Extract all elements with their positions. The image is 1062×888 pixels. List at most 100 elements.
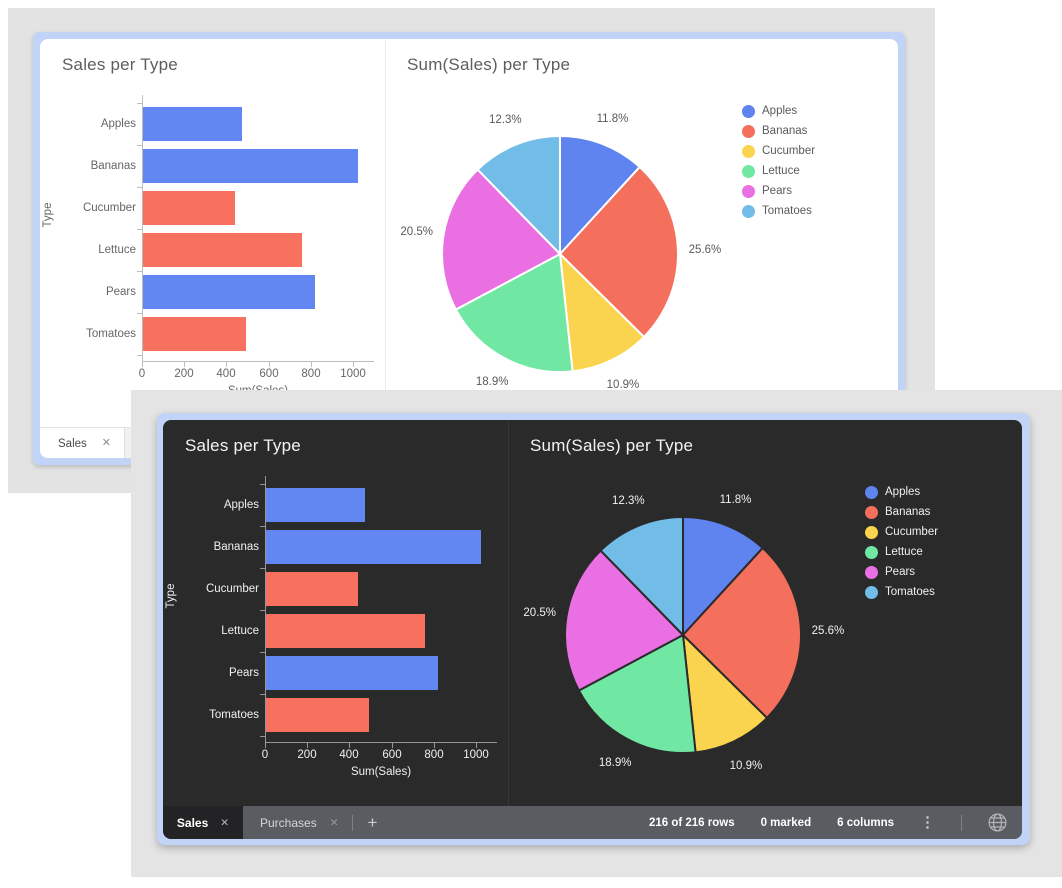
close-icon[interactable]: ✕ xyxy=(329,816,339,829)
legend-item-cucumber[interactable]: Cucumber xyxy=(742,141,815,161)
more-options-icon[interactable]: ⋮ xyxy=(920,814,935,831)
bar-chart-plot: 0 200 400 600 800 1000 xyxy=(137,95,374,380)
x-tick-label: 200 xyxy=(297,749,317,761)
legend-item-pears[interactable]: Pears xyxy=(742,181,815,201)
pie-legend: Apples Bananas Cucumber Lettuce Pears Tomatoe… xyxy=(865,482,938,602)
pie-slice-bananas[interactable] xyxy=(681,546,802,720)
bar-lettuce[interactable] xyxy=(143,233,302,267)
status-bar: Sales ✕ Purchases ✕ + 216 of 216 rows 0 … xyxy=(163,806,1022,839)
pie-slice-tomatoes[interactable] xyxy=(476,134,561,257)
pie-slice-cucumber[interactable] xyxy=(558,251,646,373)
pie-slice-pears[interactable] xyxy=(441,168,562,311)
legend-item-bananas[interactable]: Bananas xyxy=(742,121,815,141)
tab-purchases[interactable]: Purchases ✕ xyxy=(243,816,352,830)
x-tick xyxy=(392,743,393,748)
close-icon[interactable]: ✕ xyxy=(101,437,111,449)
legend-swatch xyxy=(742,124,755,138)
bar-bananas[interactable] xyxy=(143,149,358,183)
x-tick xyxy=(269,362,270,367)
pie-slice-apples[interactable] xyxy=(559,134,642,257)
bar-apples[interactable] xyxy=(143,107,242,141)
x-tick-label: 200 xyxy=(174,368,194,380)
category-label: Apples xyxy=(223,499,259,511)
x-axis-title: Sum(Sales) xyxy=(350,766,412,778)
add-page-button[interactable]: + xyxy=(367,813,378,832)
legend-item-tomatoes[interactable]: Tomatoes xyxy=(742,201,815,221)
category-label: Cucumber xyxy=(82,202,136,214)
pie-chart-panel: Sum(Sales) per Type Apples Bananas Cucumbe… xyxy=(385,39,898,425)
legend-item-tomatoes[interactable]: Tomatoes xyxy=(865,582,938,602)
pie-chart xyxy=(564,515,802,754)
x-tick-label: 0 xyxy=(138,368,146,380)
legend-label: Apples xyxy=(762,105,798,117)
x-tick-label: 0 xyxy=(261,749,269,761)
legend-item-apples[interactable]: Apples xyxy=(742,101,815,121)
legend-item-cucumber[interactable]: Cucumber xyxy=(865,522,938,542)
legend-label: Bananas xyxy=(885,506,931,518)
x-tick-label: 1000 xyxy=(340,368,366,380)
x-tick-label: 800 xyxy=(301,368,321,380)
pie-slice-cucumber[interactable] xyxy=(681,632,769,754)
pie-percentage-label: 18.9% xyxy=(598,757,632,770)
pie-percentage-label: 12.3% xyxy=(489,113,522,126)
pie-slice-apples[interactable] xyxy=(682,515,765,638)
tab-sales[interactable]: Sales ✕ xyxy=(40,428,125,458)
tab-sales[interactable]: Sales ✕ xyxy=(163,806,243,839)
bar-tomatoes[interactable] xyxy=(266,698,369,732)
tab-label: Sales xyxy=(58,437,87,450)
legend-swatch xyxy=(742,184,755,198)
pie-slice-bananas[interactable] xyxy=(558,165,679,339)
pie-slice-tomatoes[interactable] xyxy=(599,515,684,638)
x-tick-label: 400 xyxy=(339,749,359,761)
category-tick xyxy=(137,355,142,356)
category-tick xyxy=(137,187,142,188)
category-tick xyxy=(260,568,265,569)
row-count: 216 of 216 rows xyxy=(648,816,735,829)
category-tick xyxy=(260,652,265,653)
pie-percentage-label: 11.8% xyxy=(596,112,629,125)
category-label: Tomatoes xyxy=(209,709,259,721)
bar-pears[interactable] xyxy=(143,275,315,309)
close-icon[interactable]: ✕ xyxy=(220,816,230,829)
pie-chart-panel: Sum(Sales) per Type Apples Bananas Cucumbe… xyxy=(508,420,1021,806)
legend-item-bananas[interactable]: Bananas xyxy=(865,502,938,522)
x-tick xyxy=(226,362,227,367)
x-tick-label: 600 xyxy=(259,368,279,380)
legend-item-apples[interactable]: Apples xyxy=(865,482,938,502)
legend-item-pears[interactable]: Pears xyxy=(865,562,938,582)
x-tick xyxy=(184,362,185,367)
bar-apples[interactable] xyxy=(266,488,365,522)
pie-percentage-label: 10.9% xyxy=(606,378,640,391)
category-label: Pears xyxy=(105,286,136,298)
pie-slice-lettuce[interactable] xyxy=(577,633,697,754)
pie-chart-title: Sum(Sales) per Type xyxy=(530,436,694,455)
x-axis-line xyxy=(265,742,497,743)
pie-slice-lettuce[interactable] xyxy=(454,252,574,373)
bar-tomatoes[interactable] xyxy=(143,317,246,351)
legend-item-lettuce[interactable]: Lettuce xyxy=(865,542,938,562)
bar-chart-title: Sales per Type xyxy=(185,436,301,455)
legend-swatch xyxy=(742,164,755,178)
marked-count: 0 marked xyxy=(760,816,812,829)
bar-lettuce[interactable] xyxy=(266,614,425,648)
category-tick xyxy=(137,103,142,104)
legend-item-lettuce[interactable]: Lettuce xyxy=(742,161,815,181)
column-count: 6 columns xyxy=(837,816,894,829)
x-tick xyxy=(142,362,143,367)
pie-percentage-label: 18.9% xyxy=(475,376,509,389)
bar-bananas[interactable] xyxy=(266,530,481,564)
x-tick xyxy=(353,362,354,367)
pie-chart-title: Sum(Sales) per Type xyxy=(407,55,571,74)
bar-pears[interactable] xyxy=(266,656,438,690)
pie-slice-pears[interactable] xyxy=(564,549,685,692)
category-label: Lettuce xyxy=(98,244,136,256)
legend-swatch xyxy=(865,525,878,539)
category-label: Pears xyxy=(228,667,259,679)
bar-cucumber[interactable] xyxy=(143,191,235,225)
x-axis-line xyxy=(142,361,374,362)
pie-percentage-label: 25.6% xyxy=(688,244,722,257)
globe-icon[interactable] xyxy=(988,813,1007,832)
x-tick xyxy=(349,743,350,748)
bar-cucumber[interactable] xyxy=(266,572,358,606)
